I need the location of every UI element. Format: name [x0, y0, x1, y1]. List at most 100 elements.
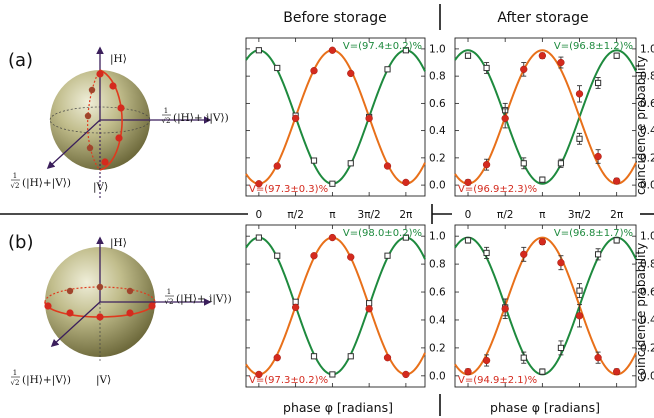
ket-v-b: |V⟩: [96, 374, 111, 387]
data-point-green: [255, 234, 262, 241]
data-point-green: [274, 252, 281, 259]
header-after-storage: After storage: [497, 10, 588, 26]
meridian-back-a: [87, 69, 101, 171]
data-point-red: [520, 65, 528, 73]
visibility-red: V=(94.9±2.1)%: [458, 375, 537, 386]
y-tick-label: 0.6: [429, 287, 446, 299]
ket-h-a: |H⟩: [110, 53, 127, 66]
data-point-red: [575, 312, 584, 320]
data-point-red: [310, 252, 318, 260]
data-point-red: [482, 356, 491, 365]
ket-h-b: |H⟩: [110, 237, 127, 250]
data-point-red: [255, 180, 263, 188]
data-point-red: [613, 367, 621, 376]
chart-b-before: 0.0 0.2 0.4 0.6 0.8 1.0 V=(98.0±0.2)% V=(97.3±0…: [245, 224, 446, 388]
data-point-green: [384, 252, 391, 259]
state-point: [109, 82, 117, 90]
y-tick-label: 0.8: [640, 71, 654, 83]
state-point: [96, 313, 104, 321]
y-tick-label: 0.0: [640, 180, 654, 192]
data-point-red: [594, 152, 602, 161]
data-point-green: [329, 180, 336, 187]
state-point: [96, 283, 104, 291]
y-tick-label: 0.6: [640, 287, 654, 299]
y-tick-label: 1.0: [640, 43, 654, 55]
y-tick-label: 0.0: [429, 180, 446, 192]
data-point-green: [613, 237, 620, 244]
svg-text:(|H⟩+|V⟩): (|H⟩+|V⟩): [22, 374, 71, 387]
x-tick-label: 2π: [399, 209, 413, 221]
data-point-red: [464, 178, 472, 187]
state-point: [148, 302, 156, 310]
data-point-green: [310, 157, 318, 164]
data-point-green: [483, 64, 490, 72]
x-tick-label: π: [539, 209, 546, 221]
x-tick-labels: 0 π/2 π 3π/2 2π 0 π/2 π 3π/2 2π: [256, 209, 624, 221]
y-tick-label: 0.4: [429, 314, 446, 326]
data-point-green: [557, 160, 565, 167]
data-point-red: [347, 253, 355, 261]
y-tick-label: 0.6: [640, 98, 654, 110]
data-point-red: [613, 177, 621, 185]
data-point-green: [576, 287, 583, 294]
data-point-red: [328, 46, 337, 54]
data-point-red: [365, 114, 373, 123]
x-tick-label: π/2: [287, 209, 304, 221]
visibility-green: V=(96.8±1.2)%: [554, 41, 633, 52]
data-point-green: [613, 52, 620, 59]
data-point-green: [402, 234, 409, 241]
y-tick-label: 0.6: [429, 98, 446, 110]
y-tick-label: 0.4: [640, 125, 654, 137]
data-point-red: [482, 161, 491, 169]
state-point: [101, 158, 109, 166]
data-point-red: [310, 67, 318, 75]
y-tick-label: 0.2: [429, 342, 446, 354]
xlabel-right: phase φ [radians]: [490, 400, 600, 415]
svg-text:√2: √2: [11, 182, 20, 190]
data-point-green: [594, 251, 602, 258]
y-tick-label: 1.0: [429, 43, 446, 55]
data-point-green: [520, 160, 527, 167]
svg-text:√2: √2: [11, 379, 20, 387]
x-tick-label: π: [329, 209, 336, 221]
row-label-a: (a): [8, 50, 33, 71]
data-point-red: [402, 178, 410, 187]
data-point-red: [328, 233, 337, 242]
visibility-red: V=(96.9±2.3)%: [458, 184, 537, 195]
data-point-green: [255, 47, 262, 54]
data-point-green: [520, 354, 527, 361]
svg-text:√2: √2: [162, 117, 171, 125]
data-point-green: [576, 135, 583, 142]
state-point: [88, 86, 96, 94]
data-point-green: [464, 52, 472, 59]
state-point: [115, 134, 123, 142]
data-point-red: [383, 354, 392, 362]
state-point: [44, 302, 52, 310]
data-point-green: [402, 47, 409, 54]
state-point: [126, 287, 134, 295]
data-point-red: [538, 52, 547, 60]
ket-side-b: 1 √2 (|H⟩+ i|V⟩): [165, 288, 232, 306]
state-point: [66, 287, 74, 295]
svg-text:(|H⟩+|V⟩): (|H⟩+|V⟩): [22, 177, 71, 190]
chart-panels: 0.0 0.2 0.4 0.6 0.8 1.0 V=(97.4±0.2)% V=(97.3±0…: [245, 37, 654, 388]
svg-text:1: 1: [164, 107, 168, 115]
ket-side-a: 1 √2 (|H⟩+ i|V⟩): [162, 107, 229, 125]
axis-x-b: [50, 301, 101, 348]
bloch-sphere-b: |H⟩ |V⟩ 1 √2 (|H⟩+ i|V⟩) 1 √2 (|H⟩+|V⟩): [11, 236, 232, 387]
data-point-red: [383, 162, 392, 170]
svg-text:1: 1: [167, 288, 171, 296]
state-point: [96, 70, 104, 78]
visibility-red: V=(97.3±0.3)%: [249, 184, 328, 195]
data-point-green: [274, 64, 281, 72]
data-point-red: [273, 354, 281, 362]
ket-v-a: |V⟩: [93, 181, 108, 194]
y-tick-label: 0.2: [429, 152, 446, 164]
bloch-sphere-a: |H⟩ |V⟩ 1 √2 (|H⟩+ i|V⟩) 1 √2 (|H⟩+|V⟩): [11, 46, 229, 198]
plot-frame: [454, 37, 637, 197]
data-point-red: [520, 250, 528, 258]
data-point-red: [538, 238, 547, 246]
ylabel-bottom: coincidence probability: [634, 243, 648, 382]
equator-back-b: [44, 286, 156, 303]
